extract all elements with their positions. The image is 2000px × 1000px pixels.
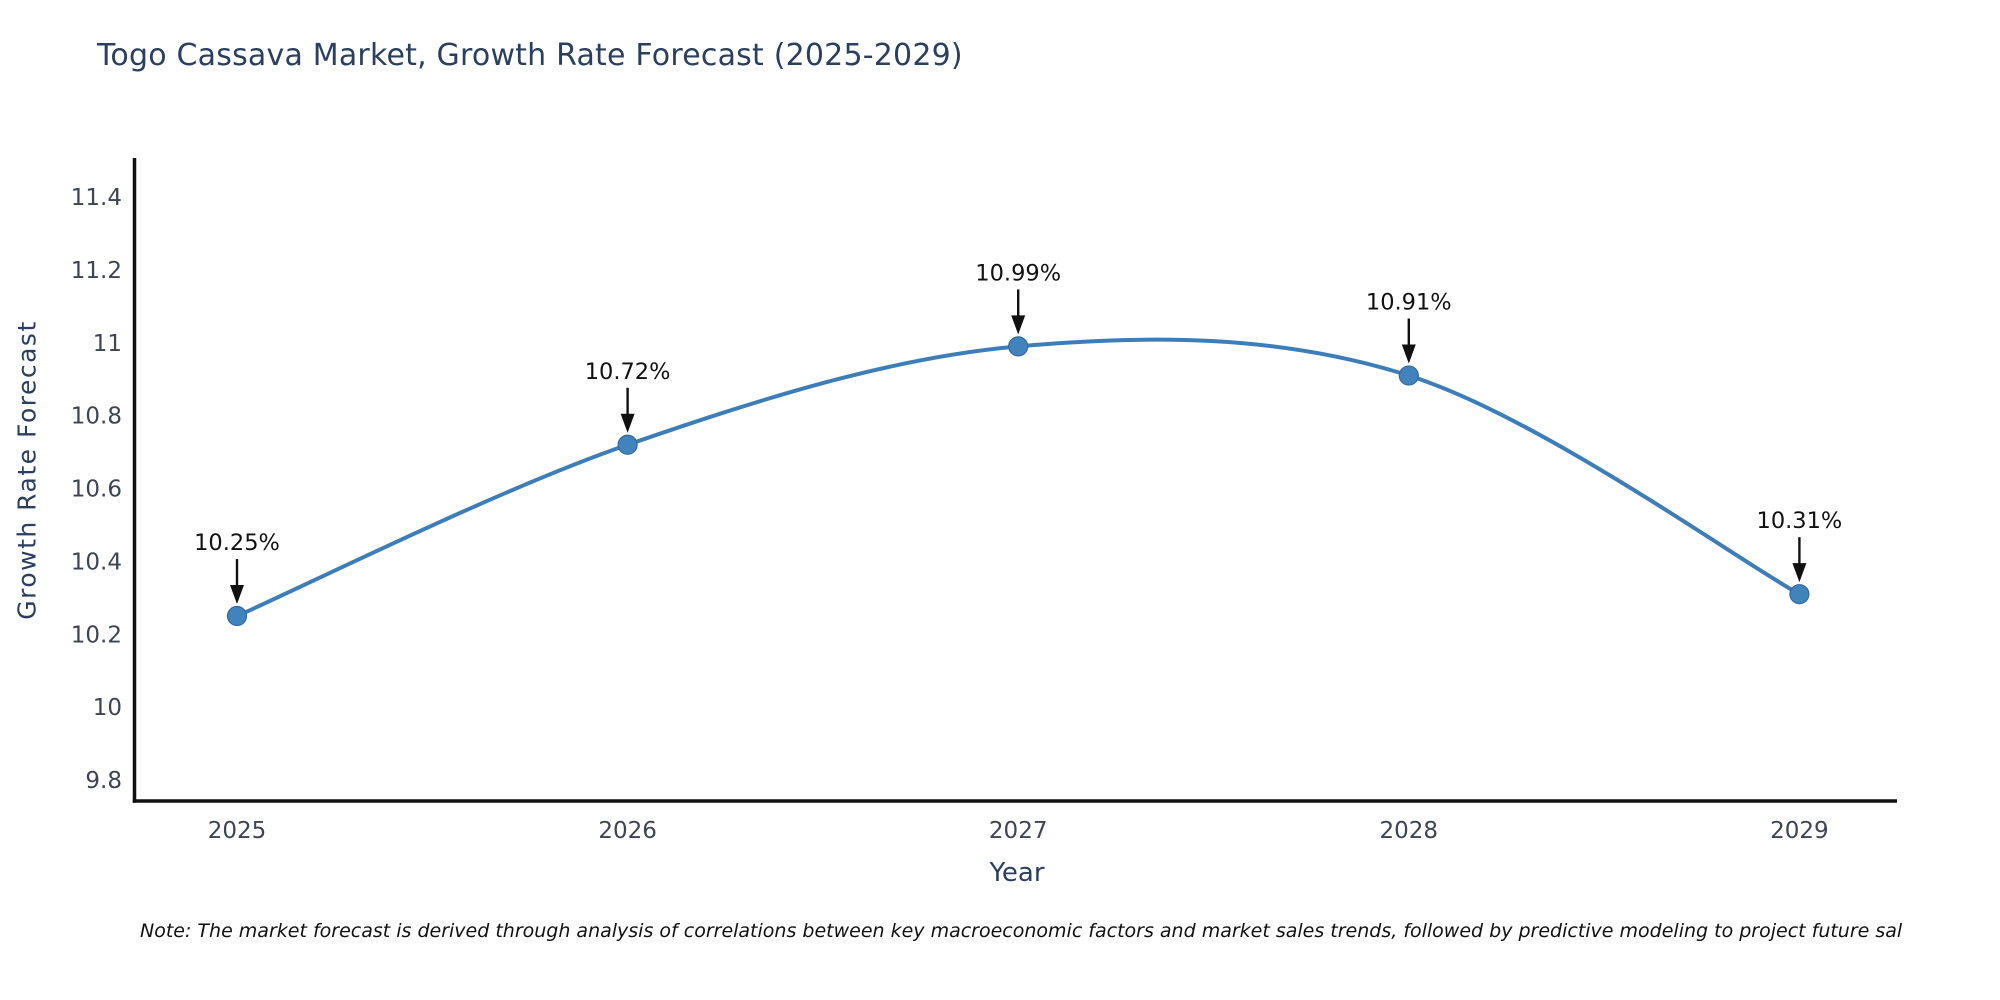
x-tick-label: 2026 <box>598 818 657 844</box>
data-point-marker <box>1789 584 1810 605</box>
x-tick-label: 2029 <box>1770 818 1829 844</box>
y-tick-label: 11 <box>93 331 122 357</box>
forecast-line <box>235 337 1802 619</box>
chart-title: Togo Cassava Market, Growth Rate Forecas… <box>97 38 963 73</box>
y-tick-label: 10.2 <box>71 622 122 648</box>
point-value-label: 10.31% <box>1757 508 1843 534</box>
annotation-arrowhead <box>1792 563 1807 583</box>
x-axis-label: Year <box>989 858 1045 888</box>
y-tick-label: 11.2 <box>71 258 122 284</box>
annotation-arrowhead <box>1011 315 1026 335</box>
y-tick-label: 9.8 <box>85 768 122 794</box>
footnote: Note: The market forecast is derived thr… <box>140 920 1903 942</box>
point-value-label: 10.72% <box>585 359 671 385</box>
annotation-arrowhead <box>1401 344 1416 364</box>
y-tick-label: 10 <box>93 695 122 721</box>
y-tick-label: 10.8 <box>71 404 122 430</box>
y-tick-label: 10.6 <box>71 477 122 503</box>
x-tick-label: 2028 <box>1380 818 1439 844</box>
annotation-arrowhead <box>230 585 244 605</box>
data-point-marker <box>617 434 638 455</box>
y-tick-label: 11.4 <box>71 185 122 211</box>
x-tick-label: 2025 <box>208 818 267 844</box>
data-point-marker <box>1398 365 1419 386</box>
data-point-marker <box>226 605 248 627</box>
point-value-label: 10.25% <box>194 530 280 556</box>
data-point-marker <box>1008 336 1029 357</box>
y-tick-label: 10.4 <box>71 549 122 575</box>
point-value-label: 10.91% <box>1366 290 1452 316</box>
point-value-label: 10.99% <box>975 260 1061 286</box>
x-tick-label: 2027 <box>989 818 1048 844</box>
annotation-arrowhead <box>620 413 635 433</box>
